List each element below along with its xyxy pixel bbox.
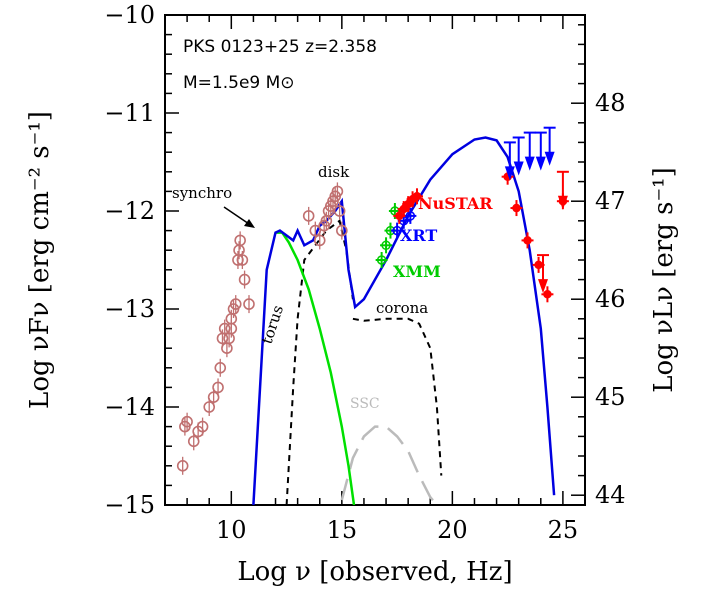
y-tick-label: −10: [104, 1, 155, 29]
x-tick-label: 20: [437, 516, 468, 544]
label-xmm: XMM: [393, 262, 441, 281]
archival-point: [302, 210, 315, 222]
x-tick-label: 15: [327, 516, 358, 544]
chart-subtitle: M=1.5e9 M⊙: [183, 73, 295, 93]
xrt-point: [405, 211, 416, 221]
label-nustar: NuSTAR: [418, 194, 493, 213]
synchro-arrow-head: [244, 219, 255, 228]
archival-point: [309, 224, 322, 237]
tick-labels-layer: 10 15 20 25 −15 −14 −13 −12 −11 −10 44 45 46 47 48: [104, 1, 625, 544]
lat-upper-limit-blue-head: [535, 156, 546, 171]
x-axis-title: Log ν [observed, Hz]: [237, 557, 512, 587]
y-tick-label: −13: [104, 295, 155, 323]
y2-tick-label: 46: [595, 285, 626, 313]
archival-point: [331, 185, 344, 198]
ssc-curve: [340, 425, 438, 505]
archival-point: [225, 322, 238, 335]
lat-upper-limit-red-head: [557, 195, 568, 210]
torus-disk-curve: [285, 219, 354, 505]
y2-axis-title: Log νLν [erg s⁻¹]: [649, 167, 679, 392]
archival-point: [218, 322, 231, 335]
fermi-point: [543, 290, 552, 299]
xmm-point: [376, 255, 387, 265]
lat-upper-limit-blue-head: [513, 161, 524, 176]
xmm-point: [381, 240, 391, 251]
y2-tick-label: 48: [595, 89, 626, 117]
total-model-curve: [252, 136, 556, 505]
archival-point: [336, 224, 348, 237]
archival-point: [207, 391, 220, 404]
fermi-point: [523, 236, 532, 245]
archival-point: [333, 205, 346, 217]
synchrotron-curve: [275, 231, 356, 505]
ticks-layer: [164, 14, 586, 506]
archival-point: [187, 435, 200, 448]
archival-point: [214, 361, 227, 374]
label-synchro: synchro: [172, 184, 232, 202]
lat-upper-limit-blue-head: [504, 166, 515, 181]
x-tick-label: 10: [216, 516, 247, 544]
archival-point: [181, 415, 193, 428]
archival-point: [238, 273, 251, 286]
xrt-point: [392, 225, 402, 236]
label-torus: torus: [258, 303, 287, 346]
archival-point: [196, 420, 209, 433]
label-disk: disk: [318, 163, 350, 181]
y2-tick-label: 47: [595, 187, 626, 215]
nustar-point: [395, 211, 404, 221]
archival-point: [212, 381, 224, 394]
y2-tick-label: 44: [595, 481, 626, 509]
y-tick-label: −11: [104, 99, 155, 127]
lat-upper-limit-blue-head: [544, 151, 555, 166]
label-corona: corona: [376, 299, 428, 317]
corona-curve: [352, 317, 443, 476]
nustar-point: [412, 192, 422, 201]
label-xrt: XRT: [400, 226, 437, 245]
archival-point: [243, 298, 255, 310]
x-tick-label: 25: [548, 516, 579, 544]
fermi-point: [534, 260, 543, 270]
archival-point: [234, 234, 246, 247]
points-layer: [176, 126, 569, 475]
archival-point: [176, 459, 189, 472]
archival-point: [313, 234, 326, 247]
y-tick-label: −12: [104, 197, 155, 225]
label-ssc: SSC: [350, 396, 380, 412]
lat-upper-limit-blue-head: [524, 156, 535, 171]
y-tick-label: −15: [104, 491, 155, 519]
curves-layer: [252, 136, 556, 505]
y-tick-label: −14: [104, 393, 155, 421]
lat-upper-limit-red-head: [538, 279, 548, 294]
archival-point: [203, 401, 216, 413]
archival-point: [229, 298, 242, 310]
y2-tick-label: 45: [595, 383, 626, 411]
y-axis-title: Log νFν [erg cm⁻² s⁻¹]: [25, 111, 55, 409]
archival-point: [236, 254, 249, 266]
chart-title: PKS 0123+25 z=2.358: [183, 37, 377, 57]
fermi-point: [512, 203, 521, 213]
